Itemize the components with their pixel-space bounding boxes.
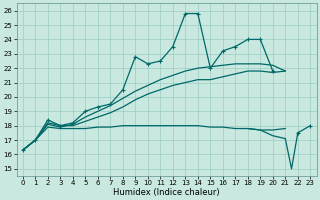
X-axis label: Humidex (Indice chaleur): Humidex (Indice chaleur) [113,188,220,197]
